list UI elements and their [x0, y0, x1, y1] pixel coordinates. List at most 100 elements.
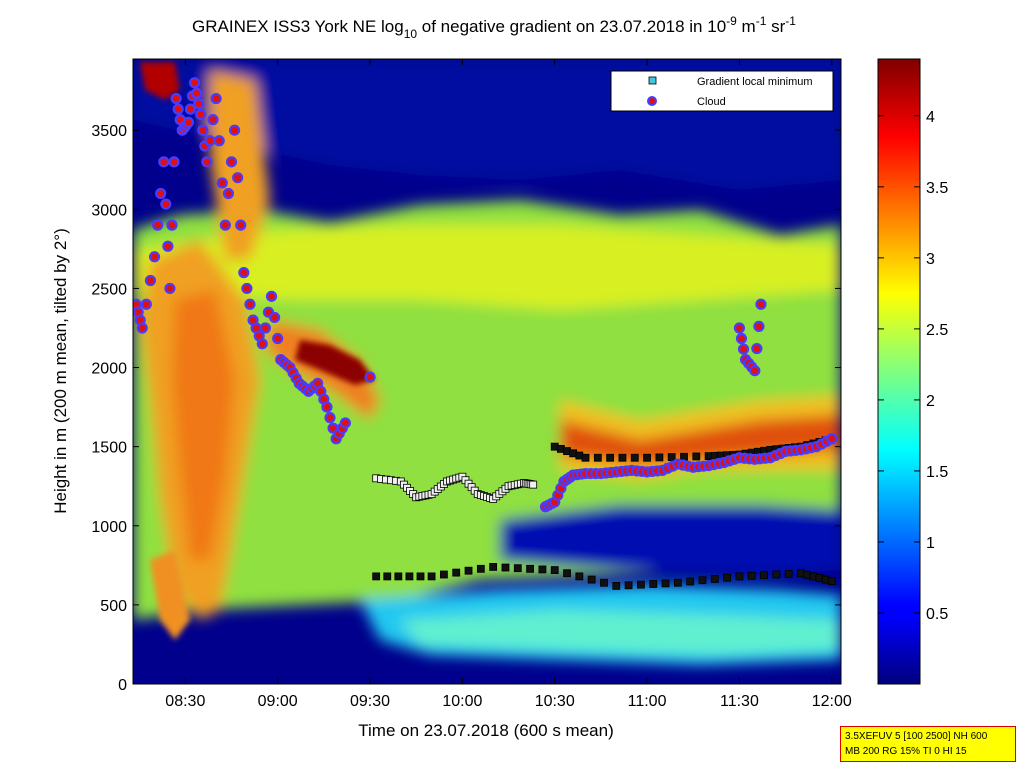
- gradient-min-point: [526, 564, 534, 573]
- gradient-min-point: [383, 572, 392, 581]
- cloud-point: [737, 343, 750, 355]
- gradient-min-point: [587, 575, 596, 584]
- cloud-point: [164, 282, 176, 295]
- gradient-min-point: [416, 572, 425, 581]
- colorbar: [877, 58, 921, 685]
- y-tick-label-2: 1000: [91, 519, 127, 536]
- gradient-min-point: [618, 453, 627, 462]
- gradient-min-point: [538, 565, 547, 574]
- cloud-point: [749, 365, 761, 377]
- cloud-point: [155, 187, 167, 200]
- legend-label-gradient-min: Gradient local minimum: [697, 76, 813, 88]
- cloud-point: [191, 87, 203, 99]
- x-tick-label-1: 09:00: [258, 693, 298, 710]
- y-tick-label-6: 3000: [91, 202, 127, 219]
- gradient-min-point: [563, 569, 571, 578]
- cloud-point: [269, 311, 281, 324]
- cloud-point: [222, 187, 235, 200]
- gradient-min-point: [667, 453, 676, 462]
- gradient-min-point: [686, 577, 695, 586]
- colorbar-tick-label-7: 4: [926, 109, 935, 126]
- cloud-point: [148, 251, 161, 263]
- cloud-point: [265, 290, 278, 302]
- gradient-min-point: [501, 563, 510, 572]
- colorbar-tick-label-5: 3: [926, 251, 935, 268]
- y-tick-label-5: 2500: [91, 281, 127, 298]
- cloud-point: [339, 417, 351, 429]
- gradient-min-point: [760, 571, 768, 580]
- cloud-point: [826, 433, 838, 445]
- cloud-point: [735, 332, 748, 345]
- cloud-point: [193, 98, 205, 110]
- gradient-min-point: [637, 580, 645, 589]
- legend-label-cloud: Cloud: [697, 96, 726, 108]
- gradient-min-point: [575, 572, 584, 581]
- legend: Gradient local minimum Cloud: [610, 70, 834, 112]
- gradient-min-point: [476, 564, 485, 573]
- gradient-min-point: [427, 572, 436, 581]
- cloud-point: [162, 240, 174, 252]
- y-tick-label-1: 500: [100, 598, 127, 615]
- y-tick-label-7: 3500: [91, 123, 127, 140]
- gradient-min-point: [581, 453, 590, 462]
- cloud-point: [166, 219, 178, 231]
- cloud-point: [733, 322, 746, 334]
- cloud-point: [244, 298, 256, 310]
- gradient-min-point: [747, 571, 756, 580]
- cloud-point: [753, 320, 765, 333]
- cloud-point: [232, 172, 244, 184]
- cloud-point: [364, 371, 376, 383]
- cloud-point: [158, 156, 170, 168]
- x-axis-label: Time on 23.07.2018 (600 s mean): [358, 721, 613, 740]
- gradient-min-point: [405, 572, 414, 581]
- x-tick-label-4: 10:30: [535, 693, 575, 710]
- gradient-min-point: [489, 563, 498, 571]
- cloud-point: [172, 103, 184, 115]
- colorbar-tick-label-4: 2.5: [926, 322, 948, 339]
- cloud-point: [197, 124, 209, 136]
- cloud-point: [140, 298, 152, 310]
- gradient-min-point: [464, 566, 473, 575]
- series-0: [372, 434, 836, 590]
- cloud-point: [256, 338, 268, 350]
- gradient-min-point: [513, 564, 522, 573]
- cloud-point: [210, 92, 222, 105]
- legend-marker-cloud: [647, 96, 657, 106]
- gradient-min-point: [394, 572, 403, 581]
- y-axis: 0 500 1000 1500 2000 2500 3000 3500: [91, 123, 841, 694]
- series-1: [133, 77, 838, 513]
- gradient-min-point: [673, 578, 682, 587]
- plot-frame: [132, 58, 842, 685]
- colorbar-tick-label-1: 1: [926, 535, 935, 552]
- gradient-min-point: [452, 568, 461, 577]
- x-tick-label-3: 10:00: [442, 693, 482, 710]
- legend-marker-gradient-min: [648, 76, 657, 85]
- cloud-point: [182, 116, 195, 128]
- x-tick-label-7: 12:00: [812, 693, 852, 710]
- cloud-point: [321, 401, 333, 413]
- colorbar-ticks: 0.5 1 1.5 2 2.5 3 3.5 4: [878, 109, 948, 623]
- gradient-min-point: [680, 452, 688, 461]
- cloud-point: [241, 282, 253, 295]
- gradient-min-point: [735, 572, 744, 581]
- cloud-point: [219, 219, 231, 231]
- gradient-min-point: [784, 569, 793, 578]
- cloud-point: [228, 124, 241, 136]
- cloud-point: [324, 412, 336, 424]
- gradient-min-point: [630, 453, 639, 462]
- gradient-min-point: [372, 572, 381, 581]
- gradient-min-point: [600, 578, 608, 587]
- cloud-point: [272, 332, 284, 345]
- colorbar-tick-label-2: 1.5: [926, 464, 948, 481]
- heatmap-field: [133, 59, 841, 684]
- colorbar-tick-label-0: 0.5: [926, 606, 948, 623]
- cloud-point: [184, 103, 197, 115]
- info-box-line2: MB 200 RG 15% TI 0 HI 15: [845, 746, 967, 757]
- cloud-point: [144, 274, 157, 287]
- gradient-min-point: [550, 566, 559, 574]
- x-tick-label-5: 11:00: [628, 693, 667, 710]
- x-tick-label-0: 08:30: [165, 693, 205, 710]
- gradient-min-point: [649, 580, 658, 588]
- colorbar-tick-label-3: 2: [926, 393, 935, 410]
